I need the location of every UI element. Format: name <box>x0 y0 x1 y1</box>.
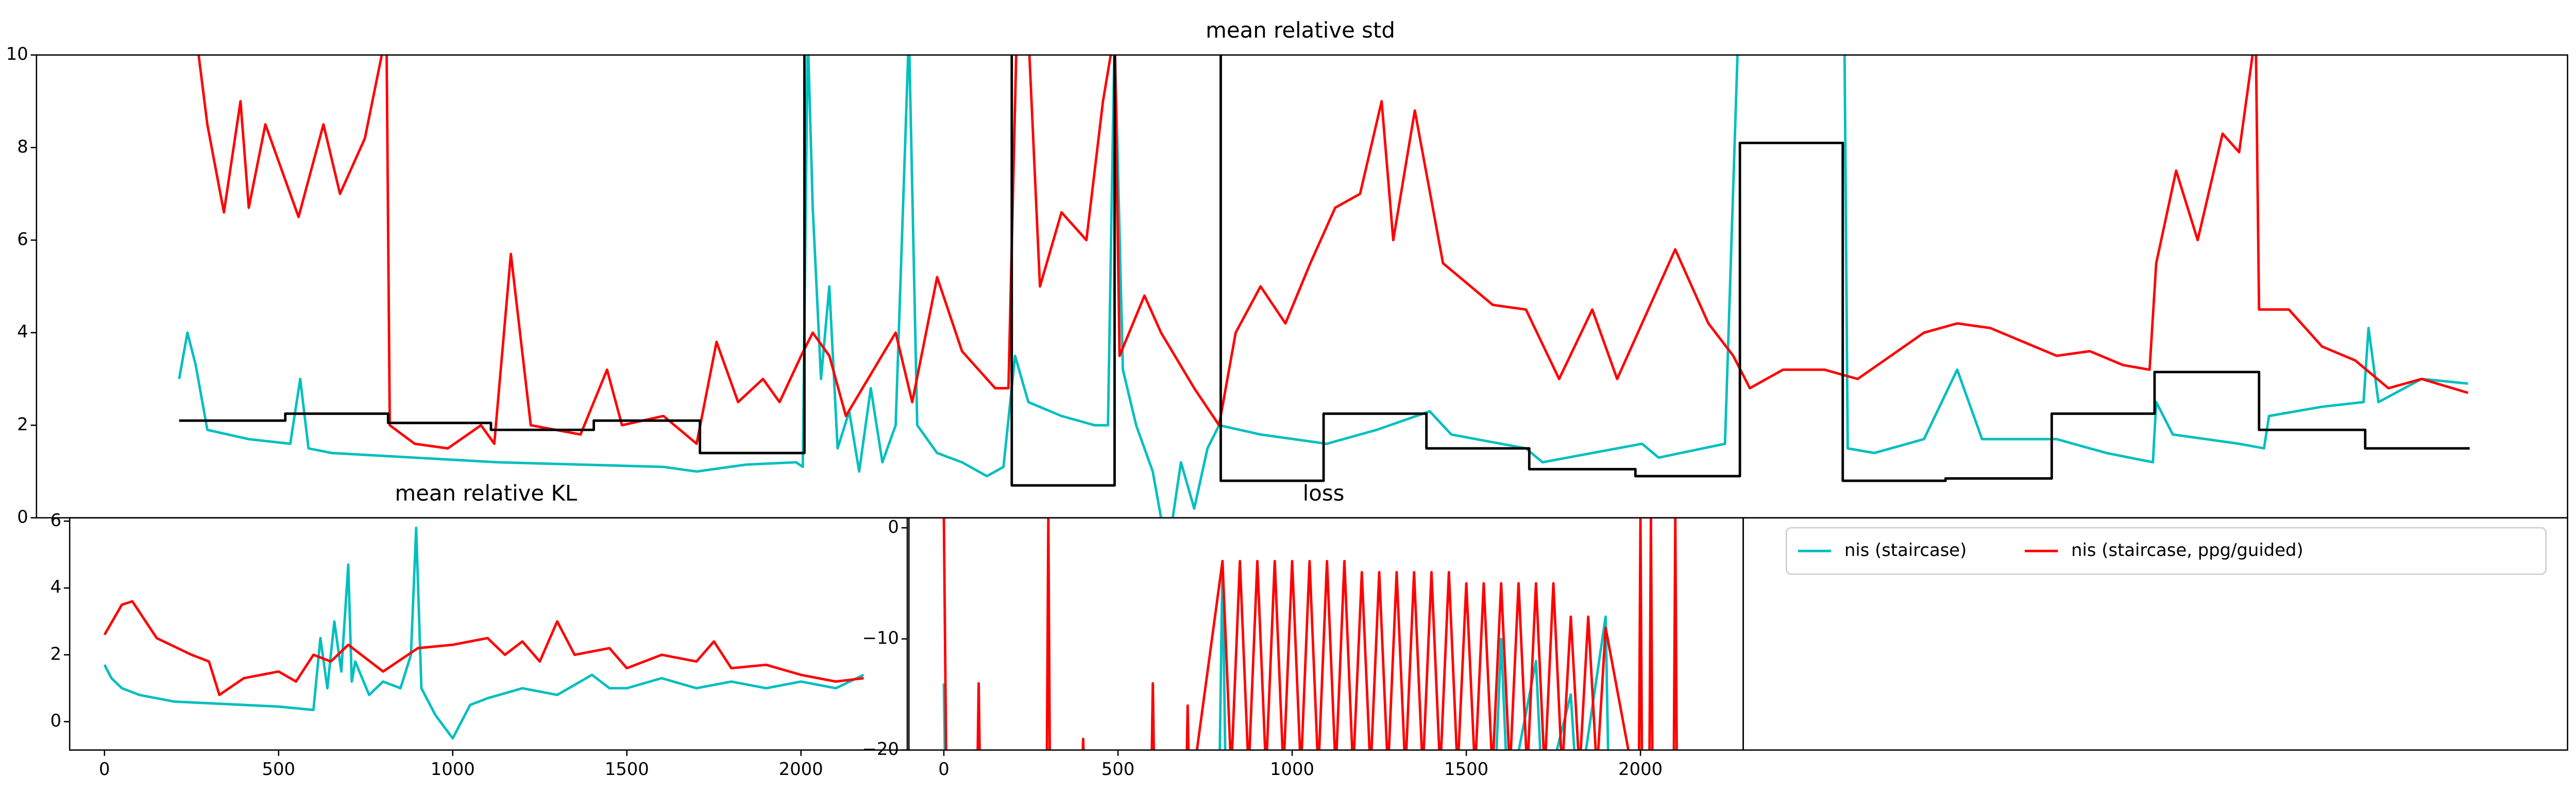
legend-label: nis (staircase) <box>1844 540 1967 560</box>
y-tick-label: 2 <box>50 644 62 664</box>
y-tick-label: 0 <box>17 507 28 527</box>
plot-area <box>178 55 2470 518</box>
y-tick-label: 4 <box>17 322 28 342</box>
y-tick-label: −20 <box>862 739 899 759</box>
x-tick-label: 0 <box>938 759 950 779</box>
x-tick-label: 1000 <box>431 759 475 779</box>
y-tick-label: 4 <box>50 577 62 597</box>
y-tick-label: −10 <box>862 628 899 648</box>
y-tick-label: 6 <box>17 229 28 249</box>
legend-box <box>1785 527 2547 575</box>
axes-frame <box>69 517 910 751</box>
x-tick-label: 500 <box>262 759 296 779</box>
x-tick-label: 1000 <box>1270 759 1314 779</box>
x-tick-label: 2000 <box>1618 759 1663 779</box>
x-tick-label: 500 <box>1101 759 1135 779</box>
x-tick-label: 0 <box>99 759 110 779</box>
data-line <box>179 55 2470 487</box>
chart-title: loss <box>1303 480 1345 505</box>
data-line <box>197 55 2469 450</box>
y-tick-label: 0 <box>50 711 62 731</box>
legend-label: nis (staircase, ppg/guided) <box>2071 540 2303 560</box>
chart-title: mean relative KL <box>395 480 578 505</box>
y-tick-label: 0 <box>888 517 899 537</box>
plot-area <box>103 526 865 740</box>
y-tick-label: 10 <box>6 44 28 64</box>
x-tick-label: 1500 <box>605 759 649 779</box>
legend-axes <box>1742 517 2568 751</box>
y-tick-label: 2 <box>17 414 28 434</box>
x-tick-label: 2000 <box>779 759 823 779</box>
data-line <box>103 600 864 697</box>
chart-title: mean relative std <box>1206 18 1395 43</box>
data-line <box>178 55 2468 518</box>
x-tick-label: 1500 <box>1444 759 1488 779</box>
data-line <box>103 526 865 740</box>
y-tick-label: 6 <box>50 510 62 530</box>
y-tick-label: 8 <box>17 137 28 157</box>
data-line <box>942 517 1678 750</box>
plot-area <box>942 517 1678 750</box>
